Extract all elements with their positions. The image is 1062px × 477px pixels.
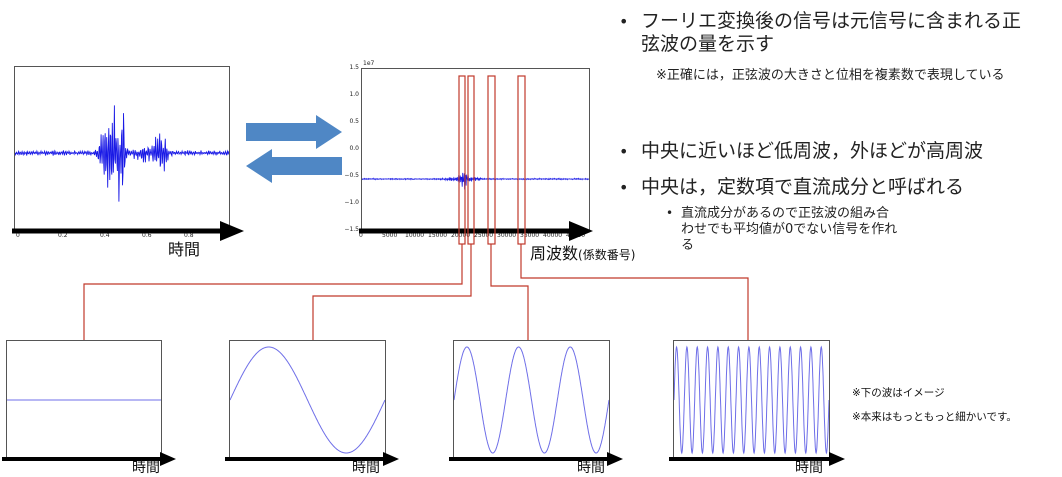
highlight-box-mid xyxy=(487,75,496,245)
transform-arrows xyxy=(246,115,342,183)
wave-plot-low xyxy=(229,340,386,460)
connector-low xyxy=(312,244,472,340)
freq-y-tick-5: −1.0 xyxy=(344,199,359,206)
freq-x-tick-3: 15000 xyxy=(428,232,448,239)
connector-high xyxy=(520,244,749,340)
connector-mid xyxy=(490,244,529,340)
freq-x-tick-0: 0 xyxy=(359,232,363,239)
bullet-3-text: 中央は，定数項で直流成分と呼ばれる xyxy=(641,176,965,198)
wave-mid-curve xyxy=(453,346,610,454)
time-x-tick-0: 0 xyxy=(16,232,20,239)
wave-line-3 xyxy=(673,345,830,455)
spectrum-line xyxy=(361,172,590,190)
wave-mid-time-label: 時間 xyxy=(577,460,605,476)
wave-high-time-label: 時間 xyxy=(795,460,823,476)
bullet-2-text: 中央に近いほど低周波，外ほどが高周波 xyxy=(641,140,984,162)
freq-x-tick-8: 40000 xyxy=(543,232,563,239)
time-signal-line xyxy=(14,105,230,202)
time-signal-plot xyxy=(14,66,230,230)
time-x-tick-1: 0.2 xyxy=(58,232,68,239)
bullet-3: • 中央は，定数項で直流成分と呼ばれる xyxy=(619,176,965,198)
bullet-2: • 中央に近いほど低周波，外ほどが高周波 xyxy=(619,140,984,162)
wave-low-time-label: 時間 xyxy=(352,460,380,476)
wave-line-1 xyxy=(229,346,386,454)
highlight-box-dc xyxy=(458,75,466,245)
time-x-tick-3: 0.6 xyxy=(142,232,152,239)
bullet-3-sub: • 直流成分があるので正弦波の組み合わせでも平均値が0でない信号を作れる xyxy=(666,206,898,253)
highlight-box-low xyxy=(467,75,475,245)
highlight-box-high xyxy=(517,75,526,245)
wave-plot-mid xyxy=(453,340,610,460)
time-signal-waveform xyxy=(14,105,230,202)
inverse-transform-arrow xyxy=(246,149,342,183)
wave-dc-curve xyxy=(7,399,161,401)
bullet-3-sub-text: 直流成分があるので正弦波の組み合わせでも平均値が0でない信号を作れる xyxy=(681,206,898,253)
time-x-tick-2: 0.4 xyxy=(100,232,110,239)
bullet-1-note: ※正確には，正弦波の大きさと位相を複素数で表現している xyxy=(656,68,1005,83)
freq-x-tick-1: 5000 xyxy=(382,232,398,239)
frequency-spectrum-trace xyxy=(361,172,590,190)
freq-x-tick-7: 35000 xyxy=(520,232,540,239)
freq-y-tick-1: 1.0 xyxy=(349,91,359,98)
freq-x-tick-2: 10000 xyxy=(405,232,425,239)
wave-time-arrows xyxy=(2,452,845,466)
bullet-1: • フーリエ変換後の信号は元信号に含まれる正弦波の量を示す xyxy=(619,10,1022,55)
frequency-axis-label-suffix: (係数番号) xyxy=(578,248,636,262)
time-axis-label: 時間 xyxy=(168,240,201,259)
note-finer-actually: ※本来はもっともっと細かいです。 xyxy=(852,411,1017,423)
wave-high-curve xyxy=(673,345,830,455)
frequency-axis-label-main: 周波数 xyxy=(530,244,579,263)
time-x-tick-4: 0.8 xyxy=(184,232,194,239)
freq-y-tick-4: −0.5 xyxy=(344,172,359,179)
freq-y-tick-3: 0.0 xyxy=(349,145,359,152)
time-axis-arrow xyxy=(12,221,244,241)
freq-y-tick-6: −1.5 xyxy=(344,226,359,233)
bullet-1-text: フーリエ変換後の信号は元信号に含まれる正弦波の量を示す xyxy=(641,10,1022,55)
freq-y-tick-0: 1.5 xyxy=(349,64,359,71)
forward-transform-arrow xyxy=(246,115,342,149)
frequency-spectrum-plot xyxy=(361,68,590,232)
wave-plot-high xyxy=(673,340,830,460)
connector-dc xyxy=(83,244,463,340)
freq-plot-exponent: 1e7 xyxy=(363,60,375,67)
wave-line-2 xyxy=(453,346,610,454)
wave-plot-dc xyxy=(6,340,162,460)
freq-x-tick-5: 25000 xyxy=(474,232,494,239)
freq-y-tick-2: 0.5 xyxy=(349,118,359,125)
freq-x-tick-6: 30000 xyxy=(497,232,517,239)
freq-x-tick-4: 20000 xyxy=(451,232,471,239)
note-image-only: ※下の波はイメージ xyxy=(852,387,945,399)
wave-low-curve xyxy=(229,346,386,454)
wave-dc-time-label: 時間 xyxy=(132,460,160,476)
frequency-axis-label: 周波数(係数番号) xyxy=(530,240,635,264)
